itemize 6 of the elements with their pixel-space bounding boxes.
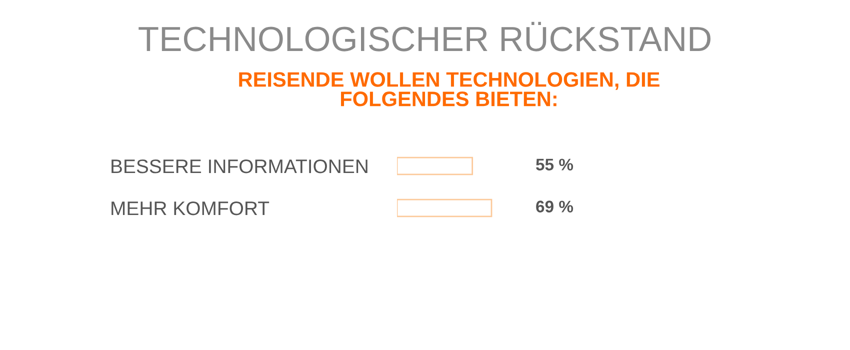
y-tick-label: MEHR KOMFORT [112, 201, 270, 216]
data-label: 69 % [536, 200, 574, 212]
y-tick-label: BESSERE INFORMATIONEN [112, 159, 368, 174]
chart-title: TECHNOLOGISCHER RÜCKSTAND [138, 22, 710, 52]
chart-subtitle: REISENDE WOLLEN TECHNOLOGIEN, DIE FOLGENDES BIETEN: [239, 72, 660, 106]
data-label: 55 % [536, 158, 574, 170]
